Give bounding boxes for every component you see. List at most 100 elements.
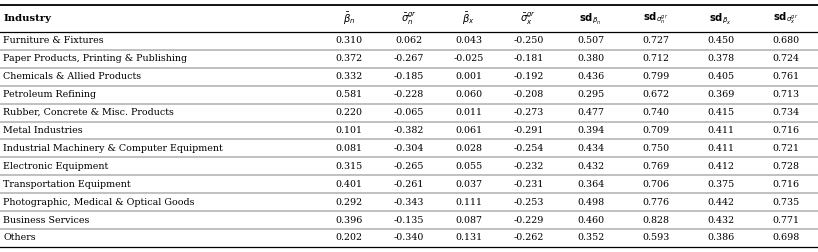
Text: 0.001: 0.001 — [455, 72, 482, 81]
Text: Others: Others — [3, 234, 36, 242]
Text: 0.698: 0.698 — [772, 234, 799, 242]
Text: 0.061: 0.061 — [455, 126, 483, 135]
Text: 0.131: 0.131 — [455, 234, 483, 242]
Text: 0.310: 0.310 — [335, 36, 363, 45]
Text: -0.065: -0.065 — [393, 108, 425, 117]
Text: -0.343: -0.343 — [393, 198, 425, 207]
Text: 0.412: 0.412 — [707, 162, 734, 171]
Text: 0.295: 0.295 — [577, 90, 605, 99]
Text: -0.185: -0.185 — [393, 72, 425, 81]
Text: 0.043: 0.043 — [455, 36, 483, 45]
Text: -0.273: -0.273 — [513, 108, 544, 117]
Text: 0.394: 0.394 — [577, 126, 605, 135]
Text: -0.253: -0.253 — [513, 198, 544, 207]
Text: 0.432: 0.432 — [707, 215, 735, 225]
Text: 0.111: 0.111 — [455, 198, 482, 207]
Text: 0.728: 0.728 — [772, 162, 799, 171]
Text: 0.498: 0.498 — [578, 198, 605, 207]
Text: Chemicals & Allied Products: Chemicals & Allied Products — [3, 72, 142, 81]
Text: Transportation Equipment: Transportation Equipment — [3, 180, 131, 189]
Text: 0.292: 0.292 — [335, 198, 363, 207]
Text: -0.250: -0.250 — [513, 36, 544, 45]
Text: -0.181: -0.181 — [513, 54, 543, 63]
Text: $\mathbf{sd}_{\sigma^{gr}_x}$: $\mathbf{sd}_{\sigma^{gr}_x}$ — [773, 11, 798, 26]
Text: -0.304: -0.304 — [393, 144, 425, 153]
Text: -0.262: -0.262 — [513, 234, 544, 242]
Text: 0.727: 0.727 — [642, 36, 669, 45]
Text: Petroleum Refining: Petroleum Refining — [3, 90, 97, 99]
Text: 0.378: 0.378 — [707, 54, 735, 63]
Text: -0.232: -0.232 — [513, 162, 544, 171]
Text: Metal Industries: Metal Industries — [3, 126, 83, 135]
Text: 0.415: 0.415 — [707, 108, 735, 117]
Text: 0.713: 0.713 — [772, 90, 799, 99]
Text: 0.724: 0.724 — [772, 54, 799, 63]
Text: $\bar{\beta}_{x}$: $\bar{\beta}_{x}$ — [462, 10, 475, 26]
Text: 0.380: 0.380 — [578, 54, 605, 63]
Text: 0.396: 0.396 — [335, 215, 363, 225]
Text: 0.734: 0.734 — [772, 108, 799, 117]
Text: $\mathbf{sd}_{\sigma^{gr}_n}$: $\mathbf{sd}_{\sigma^{gr}_n}$ — [643, 11, 668, 26]
Text: 0.716: 0.716 — [772, 126, 799, 135]
Text: $\mathbf{sd}_{\beta_x}$: $\mathbf{sd}_{\beta_x}$ — [709, 11, 732, 26]
Text: 0.087: 0.087 — [455, 215, 482, 225]
Text: 0.581: 0.581 — [335, 90, 363, 99]
Text: 0.761: 0.761 — [772, 72, 799, 81]
Text: -0.267: -0.267 — [393, 54, 425, 63]
Text: 0.375: 0.375 — [707, 180, 735, 189]
Text: $\bar{\beta}_{n}$: $\bar{\beta}_{n}$ — [343, 10, 356, 26]
Text: -0.025: -0.025 — [453, 54, 484, 63]
Text: 0.750: 0.750 — [642, 144, 669, 153]
Text: 0.460: 0.460 — [578, 215, 605, 225]
Text: 0.432: 0.432 — [578, 162, 605, 171]
Text: -0.228: -0.228 — [394, 90, 424, 99]
Text: 0.028: 0.028 — [455, 144, 482, 153]
Text: Paper Products, Printing & Publishing: Paper Products, Printing & Publishing — [3, 54, 187, 63]
Text: -0.291: -0.291 — [513, 126, 544, 135]
Text: Industrial Machinery & Computer Equipment: Industrial Machinery & Computer Equipmen… — [3, 144, 223, 153]
Text: Furniture & Fixtures: Furniture & Fixtures — [3, 36, 104, 45]
Text: -0.192: -0.192 — [513, 72, 544, 81]
Text: 0.434: 0.434 — [578, 144, 605, 153]
Text: 0.769: 0.769 — [642, 162, 669, 171]
Text: 0.771: 0.771 — [772, 215, 799, 225]
Text: -0.340: -0.340 — [393, 234, 425, 242]
Text: 0.101: 0.101 — [336, 126, 363, 135]
Text: 0.060: 0.060 — [455, 90, 483, 99]
Text: 0.672: 0.672 — [642, 90, 669, 99]
Text: 0.411: 0.411 — [707, 126, 734, 135]
Text: 0.332: 0.332 — [335, 72, 363, 81]
Text: $\bar{\sigma}^{gr}_{x}$: $\bar{\sigma}^{gr}_{x}$ — [520, 10, 537, 26]
Text: 0.680: 0.680 — [772, 36, 799, 45]
Text: 0.799: 0.799 — [642, 72, 669, 81]
Text: Electronic Equipment: Electronic Equipment — [3, 162, 109, 171]
Text: $\bar{\sigma}^{gr}_{n}$: $\bar{\sigma}^{gr}_{n}$ — [401, 10, 417, 26]
Text: 0.712: 0.712 — [642, 54, 669, 63]
Text: 0.507: 0.507 — [578, 36, 605, 45]
Text: 0.062: 0.062 — [395, 36, 423, 45]
Text: 0.369: 0.369 — [707, 90, 735, 99]
Text: -0.261: -0.261 — [393, 180, 425, 189]
Text: 0.442: 0.442 — [707, 198, 734, 207]
Text: 0.315: 0.315 — [335, 162, 363, 171]
Text: 0.740: 0.740 — [642, 108, 669, 117]
Text: 0.735: 0.735 — [772, 198, 799, 207]
Text: 0.593: 0.593 — [642, 234, 669, 242]
Text: 0.011: 0.011 — [455, 108, 482, 117]
Text: -0.382: -0.382 — [393, 126, 425, 135]
Text: 0.352: 0.352 — [577, 234, 605, 242]
Text: 0.401: 0.401 — [336, 180, 363, 189]
Text: 0.037: 0.037 — [455, 180, 483, 189]
Text: 0.450: 0.450 — [707, 36, 735, 45]
Text: -0.208: -0.208 — [513, 90, 543, 99]
Text: 0.721: 0.721 — [772, 144, 799, 153]
Text: -0.265: -0.265 — [393, 162, 425, 171]
Text: Business Services: Business Services — [3, 215, 90, 225]
Text: 0.055: 0.055 — [455, 162, 483, 171]
Text: 0.081: 0.081 — [336, 144, 363, 153]
Text: 0.706: 0.706 — [642, 180, 669, 189]
Text: 0.202: 0.202 — [336, 234, 363, 242]
Text: $\mathbf{sd}_{\beta_n}$: $\mathbf{sd}_{\beta_n}$ — [579, 11, 602, 26]
Text: 0.386: 0.386 — [707, 234, 735, 242]
Text: 0.436: 0.436 — [577, 72, 605, 81]
